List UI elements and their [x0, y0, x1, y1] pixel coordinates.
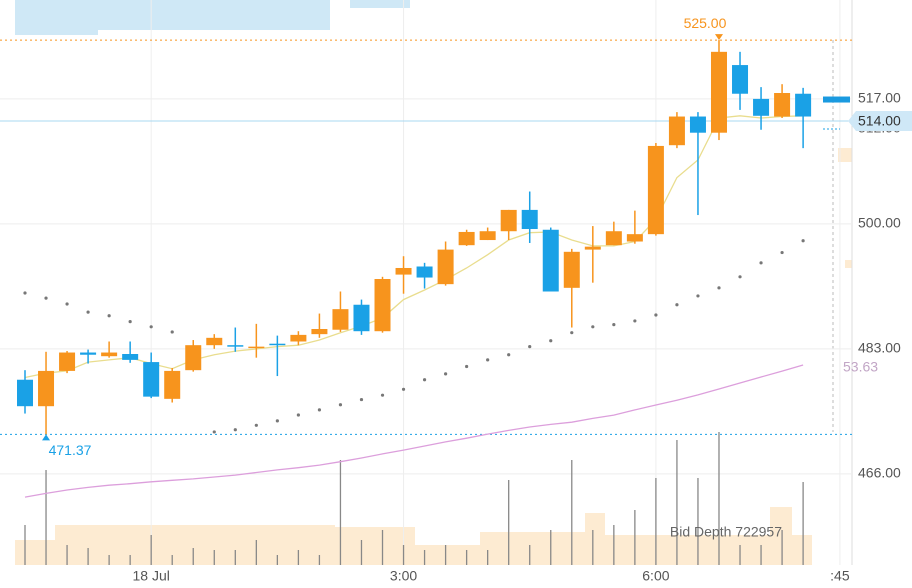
indicator-dot — [44, 296, 48, 300]
indicator-dot — [549, 339, 553, 343]
indicator-dot — [233, 428, 237, 432]
indicator-dot — [380, 393, 385, 397]
candle-body — [710, 51, 727, 133]
indicator-dot — [317, 408, 322, 412]
candle-body — [332, 309, 349, 330]
candle-body — [101, 352, 118, 357]
candle-body — [437, 249, 454, 285]
candle-body — [311, 329, 328, 335]
y-tick-label: 483.00 — [858, 340, 901, 356]
candle-body — [59, 352, 76, 371]
last-price-box — [848, 110, 912, 131]
candle-body — [38, 370, 55, 407]
candle-body — [584, 246, 601, 250]
indicator-dot — [780, 250, 784, 255]
candle-body — [542, 229, 559, 292]
indicator-dot — [633, 319, 637, 323]
candle-body — [17, 379, 33, 407]
x-tick-label: 6:00 — [642, 568, 669, 584]
indicator-dot — [654, 313, 658, 317]
candle-body — [479, 231, 496, 241]
candle-body — [374, 279, 391, 332]
indicator-dot — [65, 302, 69, 306]
indicator-dot — [528, 345, 532, 349]
indicator-line — [24, 115, 804, 379]
low-marker — [42, 434, 51, 441]
indicator-dot — [422, 378, 427, 382]
candle-body — [795, 93, 812, 117]
x-tick-label: 18 Jul — [133, 568, 170, 584]
candle-body — [563, 251, 580, 288]
y-tick-label: 466.00 — [858, 465, 901, 481]
indicator-dot — [275, 419, 279, 423]
indicator-dot — [401, 387, 406, 391]
indicator-dot — [801, 239, 805, 243]
indicator-dot — [696, 294, 700, 298]
candle-body — [185, 345, 202, 371]
candle-body — [458, 231, 475, 246]
indicator-dot — [486, 358, 490, 362]
indicator-line — [24, 364, 804, 498]
high-marker — [714, 34, 723, 41]
indicator-dot — [107, 314, 111, 318]
candle-body — [395, 267, 412, 275]
indicator-dot — [149, 325, 153, 329]
indicator-dot — [675, 303, 679, 307]
candle-body — [122, 353, 139, 360]
indicator-dot — [465, 364, 469, 369]
candle-body — [521, 209, 538, 230]
indicator-dot — [212, 430, 216, 434]
y-tick-label: 517.00 — [858, 90, 901, 106]
bid-depth-area — [15, 148, 852, 565]
indicator-dot — [296, 413, 300, 417]
indicator-dot — [170, 330, 174, 334]
candle-body — [416, 266, 433, 278]
candle-body — [248, 346, 265, 349]
candle-body — [269, 343, 286, 346]
high-label: 525.00 — [684, 15, 727, 31]
candle-body — [668, 116, 685, 146]
indicator-dot — [759, 261, 763, 265]
candle-body — [227, 345, 244, 347]
y-tick-label: 500.00 — [858, 215, 901, 231]
depth-label: Bid Depth 722957 — [670, 524, 782, 540]
candle-body — [626, 234, 643, 242]
indicator-label: 53.63 — [843, 359, 878, 375]
candle-body — [143, 362, 160, 397]
candle-body — [774, 93, 791, 117]
candle-body — [732, 65, 749, 94]
indicator-dot — [128, 320, 132, 324]
candle-body — [290, 334, 307, 342]
indicator-dot — [591, 325, 595, 329]
candle-body — [605, 231, 622, 246]
candle-body — [206, 337, 223, 346]
indicator-dot — [738, 275, 742, 279]
indicator-dot — [86, 310, 90, 314]
last-price-label: 514.00 — [858, 113, 901, 129]
indicator-dot — [338, 403, 343, 407]
candle-body — [353, 304, 370, 332]
indicator-dot — [612, 322, 616, 327]
indicator-dot — [359, 397, 364, 402]
indicator-dot — [23, 291, 27, 295]
indicator-dot — [254, 423, 258, 427]
indicator-dot — [444, 372, 448, 376]
candle-body — [689, 116, 706, 133]
low-label: 471.37 — [49, 442, 92, 458]
indicator-dot — [717, 286, 721, 290]
indicator-dot — [570, 331, 574, 335]
candle-body — [500, 209, 517, 232]
ask-depth-area — [15, 0, 410, 35]
indicator-dot — [507, 353, 511, 357]
x-tick-label: :45 — [830, 568, 850, 584]
candle-body — [647, 145, 664, 235]
last-candle-marker — [823, 96, 850, 103]
candle-body — [164, 370, 181, 399]
candle-body — [753, 98, 770, 116]
candle-body — [80, 352, 97, 355]
x-tick-label: 3:00 — [390, 568, 417, 584]
